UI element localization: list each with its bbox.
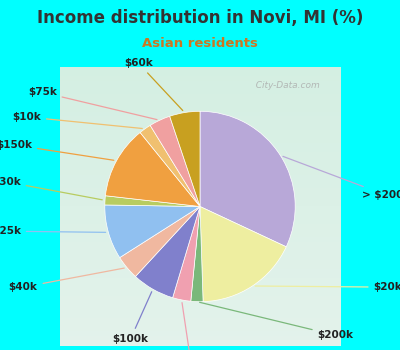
Text: $60k: $60k (124, 58, 183, 111)
Wedge shape (200, 111, 295, 247)
Wedge shape (200, 206, 286, 302)
Text: $30k: $30k (0, 177, 102, 200)
Text: $100k: $100k (113, 292, 152, 344)
Wedge shape (120, 206, 200, 276)
Wedge shape (150, 116, 200, 206)
Text: Income distribution in Novi, MI (%): Income distribution in Novi, MI (%) (37, 9, 363, 27)
Wedge shape (136, 206, 200, 298)
Text: $150k: $150k (0, 140, 114, 160)
Text: $20k: $20k (255, 282, 400, 292)
Text: $125k: $125k (0, 226, 106, 236)
Text: $50k: $50k (177, 303, 206, 350)
Text: $200k: $200k (200, 302, 354, 340)
Text: > $200k: > $200k (283, 156, 400, 200)
Wedge shape (170, 111, 200, 206)
Wedge shape (140, 125, 200, 206)
Text: $75k: $75k (28, 87, 157, 120)
Wedge shape (106, 133, 200, 206)
Text: $40k: $40k (9, 268, 124, 292)
Wedge shape (173, 206, 200, 301)
Wedge shape (191, 206, 203, 302)
Text: $10k: $10k (12, 112, 142, 128)
Wedge shape (105, 196, 200, 206)
Text: Asian residents: Asian residents (142, 37, 258, 50)
Wedge shape (105, 205, 200, 258)
Text: City-Data.com: City-Data.com (250, 80, 320, 90)
